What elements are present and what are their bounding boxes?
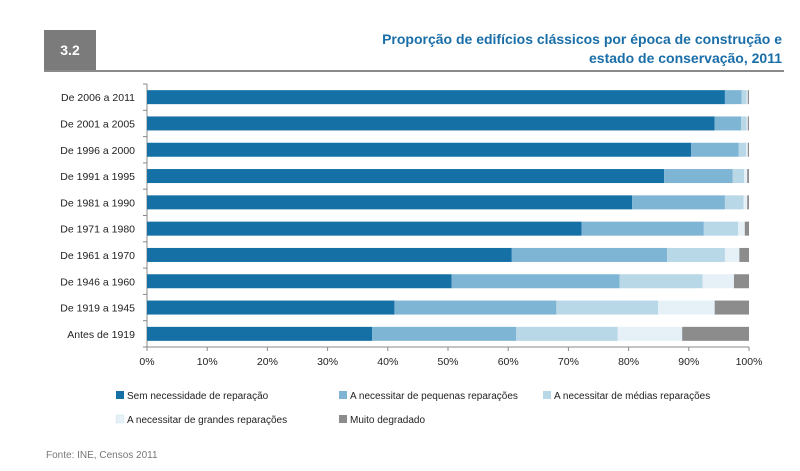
bar-segment <box>619 274 703 289</box>
legend-swatch <box>339 415 347 423</box>
legend-label: Sem necessidade de reparação <box>127 391 269 402</box>
bar-segment <box>147 247 512 262</box>
chart-title-line-1: Proporção de edifícios clássicos por épo… <box>382 31 782 47</box>
bar-segment <box>147 221 582 236</box>
legend-label: A necessitar de grandes reparações <box>127 415 287 426</box>
y-tick-label: De 1919 a 1945 <box>60 303 135 315</box>
bar-segment <box>632 195 725 210</box>
bar-segment <box>733 274 749 289</box>
legend-swatch <box>116 391 124 399</box>
bar-segment <box>747 195 749 210</box>
y-tick-label: De 1981 a 1990 <box>60 197 135 209</box>
bar-segment <box>739 247 749 262</box>
bar-segment <box>702 274 734 289</box>
legend-swatch <box>339 391 347 399</box>
bar-segment <box>394 300 557 315</box>
x-tick-label: 70% <box>558 356 579 368</box>
bar-segment <box>724 195 744 210</box>
x-tick-label: 60% <box>498 356 519 368</box>
bar-segment <box>664 169 733 184</box>
bar-segment <box>372 326 517 341</box>
bar-segment <box>738 221 745 236</box>
bar-segment <box>617 326 683 341</box>
bar-segment <box>746 116 748 131</box>
bar-segment <box>516 326 618 341</box>
bar-segment <box>747 169 749 184</box>
bar-segment <box>147 90 725 105</box>
x-tick-label: 10% <box>197 356 218 368</box>
bar-segment <box>732 169 745 184</box>
bar-segment <box>658 300 715 315</box>
y-tick-label: De 1996 a 2000 <box>60 145 135 157</box>
header-rule <box>44 70 784 72</box>
bar-segment <box>724 247 740 262</box>
legend-swatch <box>543 391 551 399</box>
bar-segment <box>147 300 395 315</box>
bar-segment <box>747 116 749 131</box>
bar-segment <box>691 142 739 157</box>
y-tick-label: De 2006 a 2011 <box>61 92 135 104</box>
bar-segment <box>724 90 742 105</box>
bar-segment <box>147 274 452 289</box>
legend-swatch <box>115 414 125 424</box>
x-tick-label: 100% <box>736 356 763 368</box>
bar-segment <box>556 300 659 315</box>
legend-label: A necessitar de pequenas reparações <box>350 391 518 402</box>
bar-segment <box>741 90 747 105</box>
bar-segment <box>147 326 373 341</box>
y-tick-label: De 1946 a 1960 <box>60 276 135 288</box>
bar-segment <box>147 116 715 131</box>
x-tick-label: 0% <box>139 356 154 368</box>
bar-segment <box>511 247 668 262</box>
bar-segment <box>745 142 748 157</box>
bar-segment <box>147 142 692 157</box>
legend-label: Muito degradado <box>350 415 425 426</box>
source-note: Fonte: INE, Censos 2011 <box>46 450 158 461</box>
y-tick-label: De 1991 a 1995 <box>60 171 135 183</box>
bar-segment <box>581 221 704 236</box>
bar-segment <box>741 116 747 131</box>
bar-segment <box>746 90 748 105</box>
y-tick-label: Antes de 1919 <box>67 329 135 341</box>
x-tick-label: 80% <box>618 356 639 368</box>
x-tick-label: 30% <box>317 356 338 368</box>
chart-title-line-2: estado de conservação, 2011 <box>589 50 782 66</box>
bar-segment <box>744 221 749 236</box>
y-tick-label: De 1961 a 1970 <box>60 250 135 262</box>
chart-title: Proporção de edifícios clássicos por épo… <box>222 30 782 68</box>
y-tick-label: De 1971 a 1980 <box>60 224 135 236</box>
bar-segment <box>738 142 746 157</box>
x-tick-label: 50% <box>437 356 458 368</box>
legend-label: A necessitar de médias reparações <box>554 391 710 402</box>
bar-segment <box>147 195 633 210</box>
figure-number-badge: 3.2 <box>44 30 96 70</box>
x-tick-label: 90% <box>678 356 699 368</box>
bar-segment <box>747 90 749 105</box>
bar-segment <box>714 116 742 131</box>
bar-segment <box>451 274 620 289</box>
bar-segment <box>147 169 665 184</box>
bar-segment <box>667 247 725 262</box>
bar-segment <box>747 142 749 157</box>
bar-segment <box>743 195 748 210</box>
bar-segment <box>682 326 749 341</box>
bar-segment <box>703 221 739 236</box>
bar-segment <box>714 300 749 315</box>
bar-segment <box>744 169 748 184</box>
y-tick-label: De 2001 a 2005 <box>60 118 135 130</box>
x-tick-label: 40% <box>377 356 398 368</box>
x-tick-label: 20% <box>257 356 278 368</box>
